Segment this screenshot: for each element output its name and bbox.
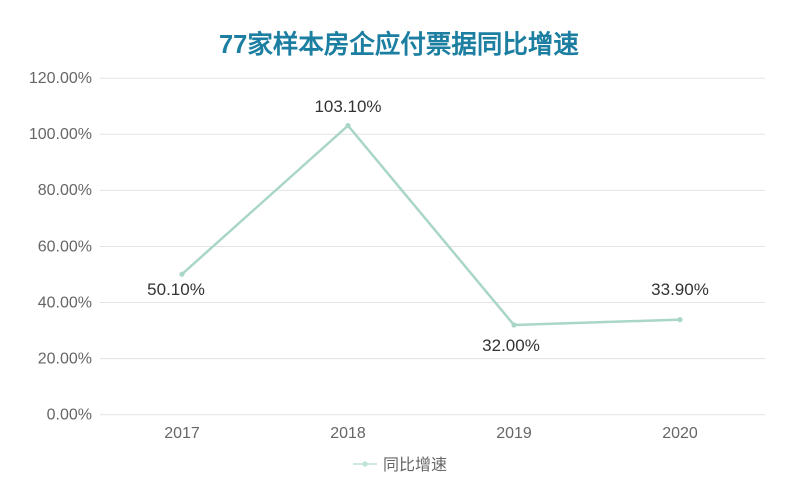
svg-text:2019: 2019 <box>496 425 532 442</box>
svg-text:100.00%: 100.00% <box>29 126 92 143</box>
svg-text:同比增速: 同比增速 <box>383 456 447 474</box>
svg-text:40.00%: 40.00% <box>38 294 92 311</box>
svg-text:80.00%: 80.00% <box>38 182 92 199</box>
svg-text:2017: 2017 <box>164 425 200 442</box>
svg-text:0.00%: 0.00% <box>47 407 92 424</box>
svg-text:50.10%: 50.10% <box>147 280 205 299</box>
svg-text:60.00%: 60.00% <box>38 238 92 255</box>
svg-text:20.00%: 20.00% <box>38 350 92 367</box>
svg-text:103.10%: 103.10% <box>314 97 381 116</box>
svg-text:2018: 2018 <box>330 425 366 442</box>
svg-text:32.00%: 32.00% <box>482 336 540 355</box>
svg-text:120.00%: 120.00% <box>29 70 92 87</box>
svg-text:33.90%: 33.90% <box>651 280 709 299</box>
svg-text:2020: 2020 <box>662 425 698 442</box>
